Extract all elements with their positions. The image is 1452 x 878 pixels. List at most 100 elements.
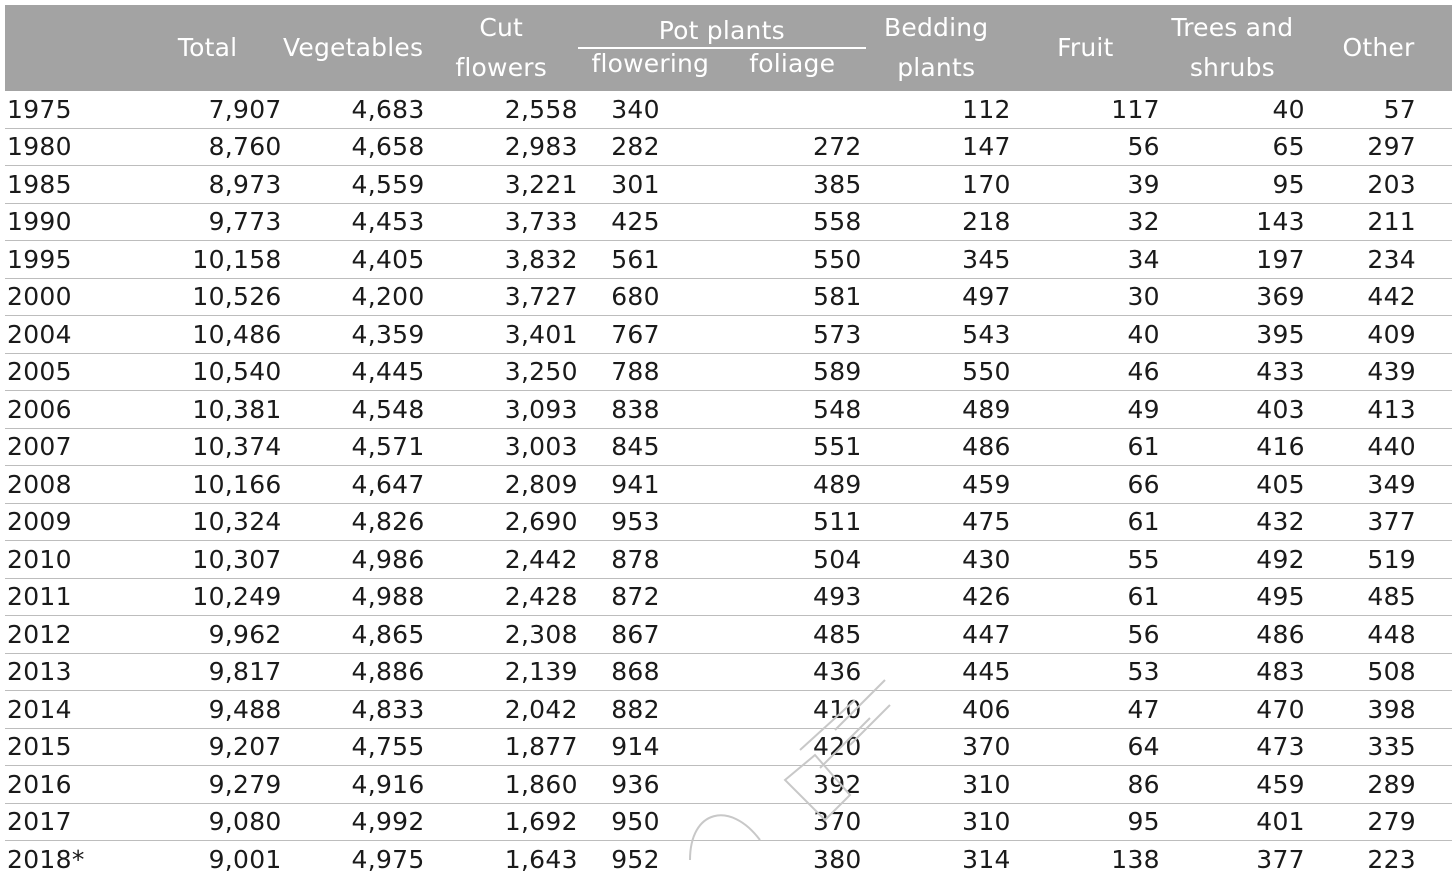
cell-flowering: 941 <box>577 465 723 504</box>
cell-foliage: 581 <box>722 278 862 316</box>
cell-vegetables: 4,826 <box>281 503 425 541</box>
cell-fruit: 86 <box>1010 765 1160 804</box>
cell-year: 2016 <box>5 765 134 804</box>
cell-cut-flowers: 3,401 <box>424 315 578 354</box>
table-row: 2012 9,962 4,865 2,308 867 485 447 56 486 448 <box>5 615 1452 654</box>
table-row: 2005 10,540 4,445 3,250 788 589 550 46 433 439 <box>5 353 1452 391</box>
header-other: Other <box>1342 33 1415 62</box>
cell-year: 2007 <box>5 428 134 466</box>
table-row: 1995 10,158 4,405 3,832 561 550 345 34 197 234 <box>5 240 1452 279</box>
cell-bedding: 447 <box>861 615 1011 654</box>
cell-cut-flowers: 2,809 <box>424 465 578 504</box>
cell-total: 9,279 <box>133 765 282 804</box>
cell-bedding: 426 <box>861 578 1011 616</box>
header-bedding-line1: Bedding <box>884 13 989 42</box>
cell-year: 2015 <box>5 728 134 766</box>
header-vegetables: Vegetables <box>283 33 424 62</box>
cell-fruit: 55 <box>1010 540 1160 579</box>
cell-flowering: 953 <box>577 503 723 541</box>
cell-cut-flowers: 1,643 <box>504 844 578 874</box>
cell-total: 9,207 <box>133 728 282 766</box>
table-row: 2017 9,080 4,992 1,692 950 370 310 95 401 279 <box>5 803 1452 841</box>
cell-other: 398 <box>1304 690 1452 729</box>
cell-year: 1980 <box>5 128 134 166</box>
table-row: 1990 9,773 4,453 3,733 425 558 218 32 143 211 <box>5 203 1452 241</box>
cell-year: 2013 <box>5 653 134 691</box>
table-row: 2000 10,526 4,200 3,727 680 581 497 30 369 442 <box>5 278 1452 316</box>
header-foliage: foliage <box>749 49 836 78</box>
cell-other: 448 <box>1304 615 1452 654</box>
cell-bedding: 147 <box>861 128 1011 166</box>
cell-flowering: 301 <box>577 165 723 204</box>
table-row: 2008 10,166 4,647 2,809 941 489 459 66 405 349 <box>5 465 1452 504</box>
cell-other: 211 <box>1304 203 1452 241</box>
cell-year: 2009 <box>5 503 134 541</box>
cell-other: 377 <box>1304 503 1452 541</box>
table-row: 2006 10,381 4,548 3,093 838 548 489 49 403 413 <box>5 390 1452 429</box>
cell-vegetables: 4,833 <box>281 690 425 729</box>
cell-cut-flowers: 2,558 <box>424 91 578 129</box>
table-row: 2004 10,486 4,359 3,401 767 573 543 40 395 409 <box>5 315 1452 354</box>
cell-flowering: 788 <box>577 353 723 391</box>
cell-foliage: 489 <box>722 465 862 504</box>
cell-fruit: 47 <box>1010 690 1160 729</box>
cell-year: 1990 <box>5 203 134 241</box>
header-bedding-plants: Bedding plants <box>862 5 1011 91</box>
cell-cut-flowers: 3,733 <box>424 203 578 241</box>
cell-flowering: 936 <box>577 765 723 804</box>
cell-other: 335 <box>1304 728 1452 766</box>
cell-cut-flowers: 1,692 <box>424 803 578 841</box>
cell-year: 2000 <box>5 278 134 316</box>
cell-total: 10,526 <box>133 278 282 316</box>
cell-vegetables: 4,916 <box>281 765 425 804</box>
cell-fruit: 34 <box>1010 240 1160 279</box>
cell-trees: 197 <box>1159 240 1305 279</box>
cell-bedding: 430 <box>861 540 1011 579</box>
cell-foliage: 436 <box>722 653 862 691</box>
cell-bedding: 550 <box>861 353 1011 391</box>
cell-cut-flowers: 2,042 <box>424 690 578 729</box>
header-trees-line1: Trees and <box>1171 13 1294 42</box>
cell-flowering: 872 <box>577 578 723 616</box>
cell-foliage: 493 <box>722 578 862 616</box>
cell-flowering: 878 <box>577 540 723 579</box>
cell-total: 9,962 <box>133 615 282 654</box>
cell-other: 485 <box>1304 578 1452 616</box>
cell-other: 409 <box>1304 315 1452 354</box>
cell-total: 10,381 <box>133 390 282 429</box>
cell-total: 10,486 <box>133 315 282 354</box>
cell-other: 440 <box>1304 428 1452 466</box>
cell-other: 439 <box>1304 353 1452 391</box>
cell-fruit: 64 <box>1010 728 1160 766</box>
cell-year: 1985 <box>5 165 134 204</box>
cell-bedding: 489 <box>861 390 1011 429</box>
data-table: Total Vegetables Cut flowers Pot plants … <box>5 5 1452 878</box>
cell-bedding: 370 <box>861 728 1011 766</box>
cell-fruit: 46 <box>1010 353 1160 391</box>
table-row: 1975 7,907 4,683 2,558 340 112 117 40 57 <box>5 91 1452 129</box>
cell-other: 223 <box>1367 844 1416 874</box>
cell-trees: 486 <box>1159 615 1305 654</box>
table-row: 2013 9,817 4,886 2,139 868 436 445 53 483 508 <box>5 653 1452 691</box>
table-row: 2009 10,324 4,826 2,690 953 511 475 61 432 377 <box>5 503 1452 541</box>
cell-trees: 432 <box>1159 503 1305 541</box>
cell-fruit: 40 <box>1010 315 1160 354</box>
cell-trees: 65 <box>1159 128 1305 166</box>
cell-other: 203 <box>1304 165 1452 204</box>
cell-year: 2011 <box>5 578 134 616</box>
cell-bedding: 314 <box>962 844 1011 874</box>
cell-cut-flowers: 1,860 <box>424 765 578 804</box>
cell-trees: 495 <box>1159 578 1305 616</box>
cell-foliage: 548 <box>722 390 862 429</box>
cell-vegetables: 4,548 <box>281 390 425 429</box>
cell-vegetables: 4,683 <box>281 91 425 129</box>
table-row: 2015 9,207 4,755 1,877 914 420 370 64 473 335 <box>5 728 1452 766</box>
cell-trees: 470 <box>1159 690 1305 729</box>
header-cut-flowers-line1: Cut <box>479 13 524 42</box>
cell-cut-flowers: 3,003 <box>424 428 578 466</box>
cell-fruit: 61 <box>1010 428 1160 466</box>
cell-trees: 401 <box>1159 803 1305 841</box>
cell-year: 2017 <box>5 803 134 841</box>
cell-total: 8,973 <box>133 165 282 204</box>
